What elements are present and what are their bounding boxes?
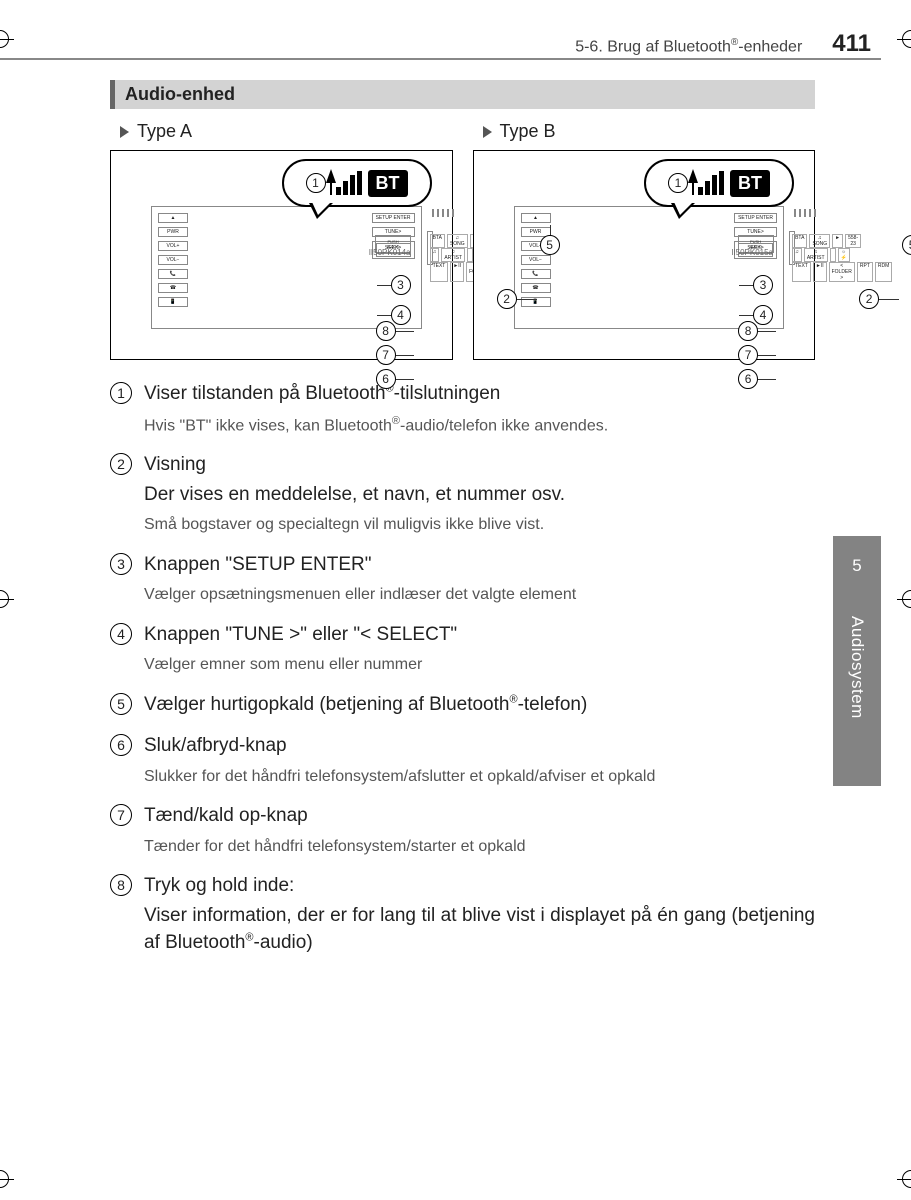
list-item: 1 Viser tilstanden på Bluetooth®-tilslut… xyxy=(110,380,815,437)
type-a-diagram: 1 BT ▲PWRVOL+VOL−📞☎📱 SETUP ENTERTUNE>SEE… xyxy=(110,150,453,360)
item-body: Knappen "TUNE >" eller "< SELECT" Vælger … xyxy=(144,621,815,677)
item-title: Viser tilstanden på Bluetooth®-tilslutni… xyxy=(144,380,815,408)
type-b-label: Type B xyxy=(483,121,816,142)
item-number: 3 xyxy=(110,553,132,575)
item-body: Vælger hurtigopkald (betjening af Blueto… xyxy=(144,691,815,719)
item-note: Tænder for det håndfri telefonsystem/sta… xyxy=(144,836,815,858)
list-item: 7 Tænd/kald op-knap Tænder for det håndfr… xyxy=(110,802,815,858)
crop-mark xyxy=(902,590,911,608)
list-item: 2 VisningDer vises en meddelelse, et nav… xyxy=(110,451,815,536)
chapter-number: 5 xyxy=(852,556,861,576)
item-desc: Der vises en meddelelse, et navn, et num… xyxy=(144,481,815,509)
item-note: Vælger opsætningsmenuen eller indlæser d… xyxy=(144,584,815,606)
type-a-label: Type A xyxy=(120,121,453,142)
item-body: Tryk og hold inde:Viser information, der… xyxy=(144,872,815,957)
page-header: 5-6. Brug af Bluetooth®-enheder 411 xyxy=(0,30,911,58)
item-title: Tænd/kald op-knap xyxy=(144,802,815,830)
type-b-diagram: 1 BT ▲PWRVOL+VOL−📞☎📱 SETUP ENTERTUNE>SEE… xyxy=(473,150,816,360)
item-number: 4 xyxy=(110,623,132,645)
chapter-tab: 5 Audiosystem xyxy=(833,536,881,786)
item-number: 1 xyxy=(110,382,132,404)
list-item: 8 Tryk og hold inde:Viser information, d… xyxy=(110,872,815,957)
header-rule xyxy=(0,58,881,60)
section-label: 5-6. Brug af Bluetooth®-enheder xyxy=(575,37,802,56)
section-title: Audio-enhed xyxy=(110,80,815,109)
chapter-label: Audiosystem xyxy=(847,616,867,719)
item-number: 8 xyxy=(110,874,132,896)
item-body: Knappen "SETUP ENTER" Vælger opsætningsme… xyxy=(144,551,815,607)
list-item: 6 Sluk/afbryd-knap Slukker for det håndfr… xyxy=(110,732,815,788)
item-body: VisningDer vises en meddelelse, et navn,… xyxy=(144,451,815,536)
item-title: Knappen "SETUP ENTER" xyxy=(144,551,815,579)
page-number: 411 xyxy=(832,30,871,58)
item-number: 6 xyxy=(110,734,132,756)
item-note: Slukker for det håndfri telefonsystem/af… xyxy=(144,766,815,788)
item-number: 5 xyxy=(110,693,132,715)
item-title: Tryk og hold inde: xyxy=(144,872,815,900)
crop-mark xyxy=(902,1170,911,1188)
item-number: 7 xyxy=(110,804,132,826)
item-note: Små bogstaver og specialtegn vil muligvi… xyxy=(144,514,815,536)
crop-mark xyxy=(0,590,9,608)
list-item: 5 Vælger hurtigopkald (betjening af Blue… xyxy=(110,691,815,719)
list-item: 4 Knappen "TUNE >" eller "< SELECT" Vælge… xyxy=(110,621,815,677)
item-body: Sluk/afbryd-knap Slukker for det håndfri … xyxy=(144,732,815,788)
item-body: Viser tilstanden på Bluetooth®-tilslutni… xyxy=(144,380,815,437)
crop-mark xyxy=(0,1170,9,1188)
diagram-row: Type A 1 BT ▲PWRVOL+VOL−📞☎📱 SETUP ENTERT… xyxy=(110,121,815,360)
item-desc: Viser information, der er for lang til a… xyxy=(144,902,815,957)
item-body: Tænd/kald op-knap Tænder for det håndfri … xyxy=(144,802,815,858)
item-title: Visning xyxy=(144,451,815,479)
item-title: Knappen "TUNE >" eller "< SELECT" xyxy=(144,621,815,649)
item-note: Hvis "BT" ikke vises, kan Bluetooth®-aud… xyxy=(144,414,815,438)
list-item: 3 Knappen "SETUP ENTER" Vælger opsætnings… xyxy=(110,551,815,607)
item-title: Sluk/afbryd-knap xyxy=(144,732,815,760)
type-a-column: Type A 1 BT ▲PWRVOL+VOL−📞☎📱 SETUP ENTERT… xyxy=(110,121,453,360)
item-number: 2 xyxy=(110,453,132,475)
item-note: Vælger emner som menu eller nummer xyxy=(144,654,815,676)
type-b-column: Type B 1 BT ▲PWRVOL+VOL−📞☎📱 SETUP ENTERT… xyxy=(473,121,816,360)
item-list: 1 Viser tilstanden på Bluetooth®-tilslut… xyxy=(110,380,815,957)
triangle-icon xyxy=(120,126,129,138)
triangle-icon xyxy=(483,126,492,138)
item-title: Vælger hurtigopkald (betjening af Blueto… xyxy=(144,691,815,719)
main-content: Audio-enhed Type A 1 BT ▲PWRVOL+VOL−📞☎📱 … xyxy=(110,80,815,971)
